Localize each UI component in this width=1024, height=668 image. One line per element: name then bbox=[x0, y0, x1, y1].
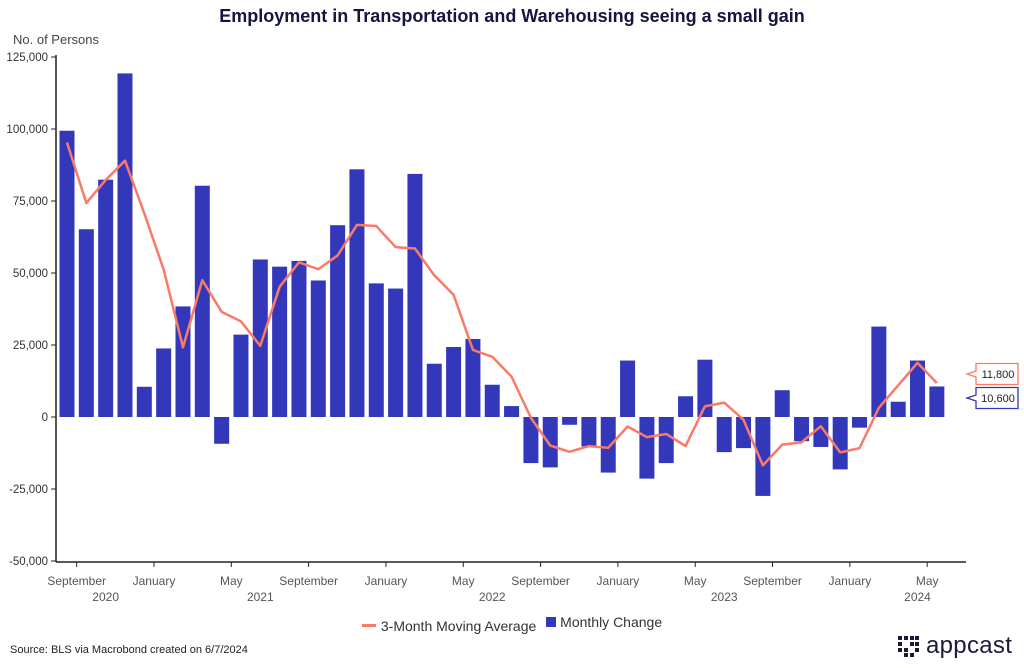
bar-2024-02 bbox=[871, 326, 887, 417]
y-tick-label: -50,000 bbox=[9, 556, 48, 568]
bar-2022-10 bbox=[562, 417, 578, 425]
bar-2023-06 bbox=[716, 417, 732, 453]
y-tick-label: -25,000 bbox=[9, 484, 48, 496]
appcast-logo: appcast bbox=[898, 632, 1012, 660]
bar-2024-03 bbox=[890, 401, 906, 417]
bar-2020-11 bbox=[117, 73, 133, 417]
bar-2024-04 bbox=[910, 360, 926, 417]
bar-2022-01 bbox=[388, 288, 404, 417]
x-tick-label: May bbox=[452, 574, 475, 588]
bar-2023-09 bbox=[774, 390, 790, 417]
y-tick-label: 100,000 bbox=[6, 124, 48, 136]
bar-2021-04 bbox=[214, 417, 230, 444]
x-tick-label: September bbox=[47, 574, 106, 588]
legend-label: Monthly Change bbox=[560, 614, 663, 630]
x-tick-label: May bbox=[220, 574, 243, 588]
bar-2021-03 bbox=[194, 185, 210, 417]
y-tick-label: 125,000 bbox=[6, 52, 48, 64]
bar-2022-09 bbox=[542, 417, 558, 468]
bar-2023-05 bbox=[697, 359, 713, 417]
ma-last-value-callout-label: 11,800 bbox=[982, 369, 1015, 381]
x-year-label: 2022 bbox=[479, 590, 506, 604]
bar-2021-06 bbox=[252, 259, 268, 417]
bar-2022-03 bbox=[426, 363, 442, 417]
bar-2022-12 bbox=[600, 417, 616, 473]
bar-2022-07 bbox=[504, 406, 520, 417]
bar-2022-05 bbox=[465, 338, 481, 417]
x-tick-label: September bbox=[743, 574, 802, 588]
x-year-label: 2021 bbox=[247, 590, 274, 604]
y-axis-label: No. of Persons bbox=[13, 32, 99, 47]
legend-item-moving-average: 3-Month Moving Average bbox=[361, 617, 537, 634]
bar-2022-11 bbox=[581, 417, 597, 447]
legend: 3-Month Moving Average Monthly Change bbox=[0, 614, 1024, 634]
bar-2021-08 bbox=[291, 260, 307, 417]
x-year-label: 2020 bbox=[92, 590, 119, 604]
x-tick-label: September bbox=[279, 574, 338, 588]
bar-2023-12 bbox=[832, 417, 848, 470]
bar-2023-10 bbox=[794, 417, 810, 442]
bar-2021-05 bbox=[233, 334, 249, 417]
bar-2022-06 bbox=[484, 384, 500, 417]
bar-2021-09 bbox=[310, 280, 326, 417]
bar-2021-01 bbox=[156, 348, 172, 417]
bar-2021-07 bbox=[272, 266, 288, 417]
bar-2020-10 bbox=[98, 179, 114, 417]
x-tick-label: January bbox=[133, 574, 176, 588]
bar-2023-02 bbox=[639, 417, 655, 479]
x-tick-label: May bbox=[916, 574, 939, 588]
bar-2021-10 bbox=[330, 225, 346, 417]
bar-2023-08 bbox=[755, 417, 771, 496]
y-tick-label: 25,000 bbox=[13, 340, 48, 352]
bar-2020-08 bbox=[59, 130, 75, 417]
source-note: Source: BLS via Macrobond created on 6/7… bbox=[10, 644, 248, 656]
bar-2023-01 bbox=[620, 360, 636, 417]
chart-title: Employment in Transportation and Warehou… bbox=[219, 6, 805, 26]
x-tick-label: September bbox=[511, 574, 570, 588]
legend-label: 3-Month Moving Average bbox=[380, 617, 537, 634]
x-year-label: 2023 bbox=[711, 590, 738, 604]
bar-2021-11 bbox=[349, 169, 365, 417]
y-tick-label: 0 bbox=[42, 412, 48, 424]
bar-2022-02 bbox=[407, 173, 423, 417]
chart-plot: 125,000 100,000 75,000 50,000 25,000 0 -25,000… bbox=[6, 52, 1019, 604]
y-tick-label: 50,000 bbox=[13, 268, 48, 280]
x-tick-label: January bbox=[597, 574, 640, 588]
x-tick-label: January bbox=[829, 574, 872, 588]
bar-2023-11 bbox=[813, 417, 829, 447]
bar-2022-08 bbox=[523, 417, 539, 464]
bar-2024-01 bbox=[852, 417, 868, 428]
bar-2023-03 bbox=[658, 417, 674, 464]
y-tick-label: 75,000 bbox=[13, 196, 48, 208]
bar-2024-05 bbox=[929, 386, 945, 417]
x-tick-label: May bbox=[684, 574, 707, 588]
bar-2023-04 bbox=[678, 396, 694, 417]
logo-dots-icon bbox=[898, 636, 919, 657]
legend-line-swatch bbox=[361, 624, 376, 627]
bar-2020-12 bbox=[136, 386, 152, 417]
x-tick-label: January bbox=[365, 574, 408, 588]
logo-text: appcast bbox=[926, 632, 1013, 659]
bar-2021-12 bbox=[368, 283, 384, 417]
bar-last-value-callout-label: 10,600 bbox=[981, 393, 1015, 405]
legend-bar-swatch bbox=[546, 617, 557, 627]
bar-last-value-callout-box bbox=[964, 386, 1019, 410]
bar-2022-04 bbox=[446, 347, 462, 417]
moving-average-line bbox=[65, 142, 938, 467]
x-year-label: 2024 bbox=[904, 590, 931, 604]
bar-2020-09 bbox=[78, 229, 94, 417]
legend-item-monthly-change: Monthly Change bbox=[546, 614, 662, 630]
bar-2023-07 bbox=[736, 417, 752, 449]
ma-last-value-callout-box bbox=[964, 362, 1019, 386]
